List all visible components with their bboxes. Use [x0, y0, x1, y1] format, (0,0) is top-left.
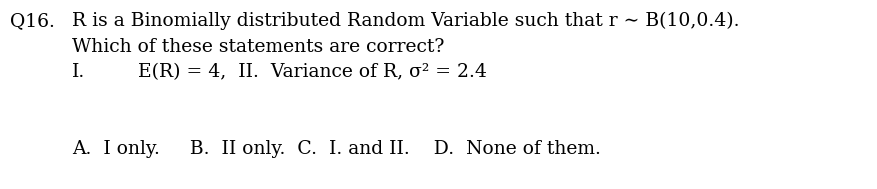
Text: Which of these statements are correct?: Which of these statements are correct? — [72, 38, 445, 56]
Text: R is a Binomially distributed Random Variable such that r ∼ B(10,0.4).: R is a Binomially distributed Random Var… — [72, 12, 739, 30]
Text: E(R) = 4,  II.  Variance of R, σ² = 2.4: E(R) = 4, II. Variance of R, σ² = 2.4 — [138, 63, 487, 81]
Text: I.: I. — [72, 63, 85, 81]
Text: Q16.: Q16. — [10, 12, 55, 30]
Text: A.  I only.     B.  II only.  C.  I. and II.    D.  None of them.: A. I only. B. II only. C. I. and II. D. … — [72, 140, 601, 158]
